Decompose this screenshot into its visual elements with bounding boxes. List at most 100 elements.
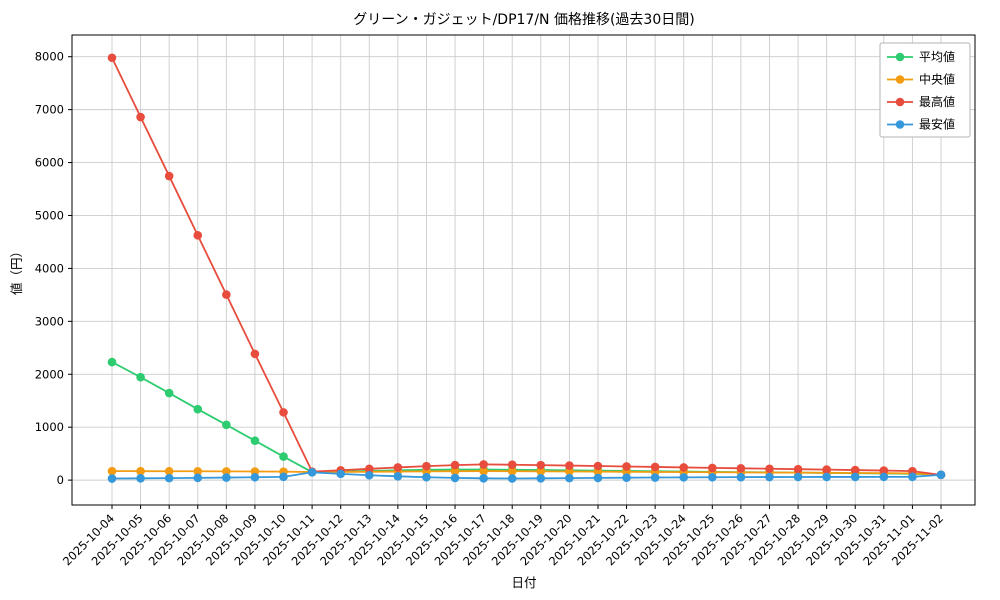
series-point-max xyxy=(479,460,488,469)
series-point-min xyxy=(850,472,860,482)
series-point-min xyxy=(222,473,231,482)
series-point-min xyxy=(279,472,288,482)
series-point-min xyxy=(650,473,660,482)
series-point-max xyxy=(536,460,546,470)
series-point-min xyxy=(593,473,603,483)
y-tick-label: 0 xyxy=(57,473,64,487)
series-point-min xyxy=(736,472,746,482)
series-point-max xyxy=(793,464,803,474)
series-point-max xyxy=(708,463,717,473)
series-point-average xyxy=(193,404,203,414)
series-point-max xyxy=(679,463,689,472)
series-point-min xyxy=(822,472,831,482)
series-point-min xyxy=(336,469,345,479)
series-point-average xyxy=(164,388,174,398)
axis-ticks xyxy=(68,56,942,509)
series-point-max xyxy=(822,465,831,474)
series-point-min xyxy=(765,472,774,482)
y-tick-label: 1000 xyxy=(35,420,64,434)
series-point-min xyxy=(622,473,631,482)
series-point-min xyxy=(536,474,546,483)
legend-box xyxy=(879,42,971,138)
legend-marker-max xyxy=(895,97,905,107)
series-min xyxy=(107,467,946,483)
series-point-max xyxy=(879,466,889,475)
series-point-max xyxy=(650,462,660,472)
series-point-min xyxy=(479,474,488,483)
series-point-min xyxy=(708,472,717,482)
series-point-min xyxy=(422,472,431,482)
series-point-max xyxy=(364,464,374,474)
series-point-median xyxy=(107,466,117,476)
legend-label-max: 最高値 xyxy=(919,94,955,109)
y-tick-label: 3000 xyxy=(35,314,64,328)
series-point-max xyxy=(107,53,117,63)
series-point-median xyxy=(507,466,517,476)
plot-area xyxy=(72,35,975,505)
series-point-max xyxy=(507,460,517,470)
x-axis-label: 日付 xyxy=(511,575,536,590)
series-point-min xyxy=(136,474,145,483)
series-point-min xyxy=(679,473,689,482)
series-line-median xyxy=(111,470,942,476)
y-axis-label: 値（円） xyxy=(9,245,24,295)
series-point-min xyxy=(450,473,460,483)
series-point-min xyxy=(936,470,946,480)
series-point-median xyxy=(536,467,546,476)
series-point-median xyxy=(164,466,174,476)
series-point-min xyxy=(107,474,117,483)
series-point-max xyxy=(736,464,746,473)
series-point-average xyxy=(279,452,288,461)
legend-label-average: 平均値 xyxy=(919,49,955,64)
legend-marker-average xyxy=(895,52,905,62)
y-tick-label: 6000 xyxy=(35,156,64,170)
series-point-median xyxy=(479,466,488,476)
series-point-min xyxy=(364,470,374,480)
series-point-max xyxy=(193,231,203,240)
series-point-median xyxy=(222,467,231,476)
x-tick-labels: 2025-10-042025-10-052025-10-062025-10-07… xyxy=(60,511,946,568)
series-point-min xyxy=(164,473,174,483)
series-point-median xyxy=(136,466,145,476)
series-point-median xyxy=(193,466,203,476)
y-tick-label: 5000 xyxy=(35,208,64,222)
plot-border xyxy=(71,34,976,506)
series-point-max xyxy=(450,460,460,470)
grid-lines xyxy=(72,35,975,505)
series-point-max xyxy=(250,349,260,359)
series-point-max xyxy=(593,461,603,471)
series-point-max xyxy=(164,171,174,181)
series-point-median xyxy=(450,466,460,476)
series-point-min xyxy=(879,472,889,482)
series-point-min xyxy=(193,473,203,483)
series-point-min xyxy=(793,472,803,482)
series-point-median xyxy=(565,467,574,476)
series-point-min xyxy=(908,472,917,482)
series-point-max xyxy=(850,465,860,475)
series-point-min xyxy=(507,474,517,483)
y-tick-label: 7000 xyxy=(35,103,64,117)
series-point-min xyxy=(393,472,403,481)
series-point-min xyxy=(250,472,260,482)
series-point-min xyxy=(307,467,317,477)
series-line-min xyxy=(111,471,942,480)
series-point-max xyxy=(279,408,288,417)
series-point-max xyxy=(422,461,431,471)
y-tick-label: 4000 xyxy=(35,261,64,275)
y-tick-labels: 0 1000 2000 3000 4000 5000 6000 7000 8000 xyxy=(35,50,64,487)
legend-marker-median xyxy=(895,75,905,84)
y-tick-label: 8000 xyxy=(35,50,64,64)
series-point-max xyxy=(565,461,574,470)
series-line-max xyxy=(111,57,942,476)
series-point-max xyxy=(765,464,774,474)
series-point-average xyxy=(222,420,231,430)
y-tick-label: 2000 xyxy=(35,367,64,381)
series-point-average xyxy=(136,372,145,382)
series-point-average xyxy=(250,436,260,445)
legend-marker-min xyxy=(895,120,905,129)
legend-label-median: 中央値 xyxy=(919,72,955,87)
series-point-max xyxy=(222,290,231,299)
series-point-average xyxy=(107,357,117,367)
